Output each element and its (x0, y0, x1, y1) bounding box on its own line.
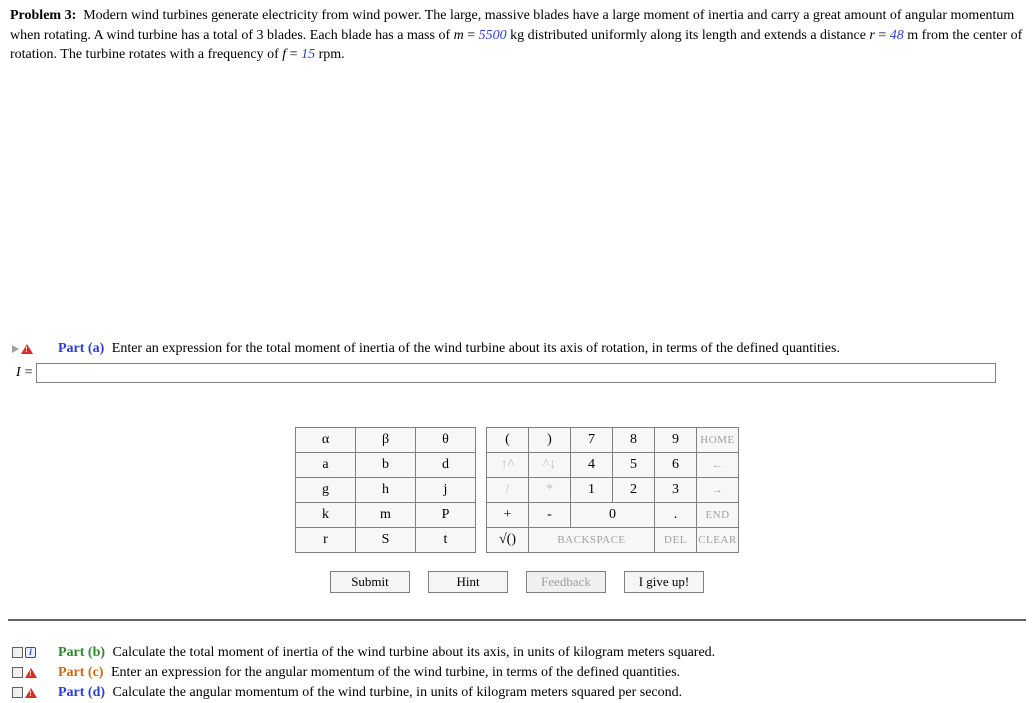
submit-button[interactable]: Submit (330, 571, 410, 593)
checkbox-icon[interactable] (12, 667, 23, 678)
key-5[interactable]: 5 (613, 452, 655, 477)
key-3[interactable]: 3 (655, 477, 697, 502)
part-b-label: Part (b) (58, 645, 109, 660)
part-a-text: Part (a) Enter an expression for the tot… (58, 341, 840, 357)
m-unit: kg distributed uniformly along its lengt… (507, 28, 870, 43)
key-plus[interactable]: + (487, 502, 529, 527)
key-home[interactable]: HOME (697, 427, 739, 452)
key-right[interactable]: → (697, 477, 739, 502)
key-backspace[interactable]: BACKSPACE (529, 527, 655, 552)
answer-input[interactable] (36, 363, 996, 383)
key-d[interactable]: d (416, 452, 476, 477)
r-value: 48 (890, 28, 904, 43)
key-theta[interactable]: θ (416, 427, 476, 452)
warning-icon (25, 668, 37, 678)
info-icon[interactable]: i (25, 647, 36, 658)
key-sub[interactable]: ^↓ (529, 452, 571, 477)
m-value: 5500 (479, 28, 507, 43)
part-c-row: Part (c) Enter an expression for the ang… (0, 663, 1034, 683)
f-value: 15 (301, 47, 315, 62)
key-beta[interactable]: β (356, 427, 416, 452)
part-d-row: Part (d) Calculate the angular momentum … (0, 683, 1034, 703)
answer-input-row: I = (0, 359, 1034, 387)
key-sqrt[interactable]: √() (487, 527, 529, 552)
r-var: r (869, 28, 874, 43)
numeric-pad: ( ) 7 8 9 HOME ↑^ ^↓ 4 5 6 ← / * 1 2 3 (486, 427, 739, 553)
action-buttons: Submit Hint Feedback I give up! (8, 571, 1026, 593)
key-b[interactable]: b (356, 452, 416, 477)
part-a-label: Part (a) (58, 341, 108, 356)
part-d-text: Calculate the angular momentum of the wi… (113, 685, 683, 700)
key-j[interactable]: j (416, 477, 476, 502)
key-h[interactable]: h (356, 477, 416, 502)
checkbox-icon[interactable] (12, 647, 23, 658)
key-1[interactable]: 1 (571, 477, 613, 502)
key-t[interactable]: t (416, 527, 476, 552)
key-4[interactable]: 4 (571, 452, 613, 477)
key-6[interactable]: 6 (655, 452, 697, 477)
key-7[interactable]: 7 (571, 427, 613, 452)
checkbox-icon[interactable] (12, 687, 23, 698)
part-c-text: Enter an expression for the angular mome… (111, 665, 680, 680)
key-lparen[interactable]: ( (487, 427, 529, 452)
f-var: f (282, 47, 286, 62)
symbol-pad: α β θ a b d g h j k m P r S t (295, 427, 476, 553)
key-g[interactable]: g (296, 477, 356, 502)
part-b-text: Calculate the total moment of inertia of… (113, 645, 716, 660)
keypad-section: α β θ a b d g h j k m P r S t (8, 427, 1026, 621)
blank-workspace (0, 69, 1034, 339)
part-a-icons (4, 344, 58, 354)
key-del[interactable]: DEL (655, 527, 697, 552)
key-9[interactable]: 9 (655, 427, 697, 452)
answer-var: I (16, 365, 25, 381)
key-div[interactable]: / (487, 477, 529, 502)
part-a-desc: Enter an expression for the total moment… (112, 341, 840, 356)
giveup-button[interactable]: I give up! (624, 571, 704, 593)
f-unit: rpm. (315, 47, 345, 62)
key-cap-p[interactable]: P (416, 502, 476, 527)
warning-icon (25, 688, 37, 698)
problem-label: Problem 3: (10, 8, 76, 23)
key-end[interactable]: END (697, 502, 739, 527)
warning-icon (21, 344, 33, 354)
feedback-button[interactable]: Feedback (526, 571, 606, 593)
answer-eq: = (25, 365, 33, 381)
key-dot[interactable]: . (655, 502, 697, 527)
key-2[interactable]: 2 (613, 477, 655, 502)
part-a-row: Part (a) Enter an expression for the tot… (0, 339, 1034, 359)
keypad-inner: α β θ a b d g h j k m P r S t (8, 427, 1026, 553)
part-c-label: Part (c) (58, 665, 107, 680)
key-a[interactable]: a (296, 452, 356, 477)
key-clear[interactable]: CLEAR (697, 527, 739, 552)
problem-statement: Problem 3: Modern wind turbines generate… (0, 0, 1034, 69)
key-m[interactable]: m (356, 502, 416, 527)
part-b-row: i Part (b) Calculate the total moment of… (0, 643, 1034, 663)
key-alpha[interactable]: α (296, 427, 356, 452)
key-left[interactable]: ← (697, 452, 739, 477)
key-sup[interactable]: ↑^ (487, 452, 529, 477)
key-8[interactable]: 8 (613, 427, 655, 452)
hint-button[interactable]: Hint (428, 571, 508, 593)
key-cap-s[interactable]: S (356, 527, 416, 552)
key-r[interactable]: r (296, 527, 356, 552)
expand-icon[interactable] (12, 345, 19, 353)
key-k[interactable]: k (296, 502, 356, 527)
key-rparen[interactable]: ) (529, 427, 571, 452)
key-minus[interactable]: - (529, 502, 571, 527)
key-mul[interactable]: * (529, 477, 571, 502)
part-d-label: Part (d) (58, 685, 109, 700)
key-0[interactable]: 0 (571, 502, 655, 527)
m-var: m (454, 28, 464, 43)
